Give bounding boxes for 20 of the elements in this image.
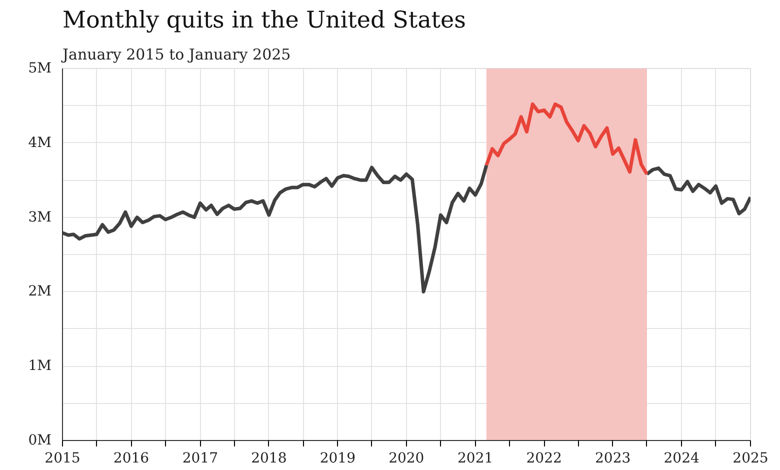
- x-tick-label: 2025: [732, 450, 768, 466]
- y-tick-label: 5M: [28, 60, 52, 76]
- x-tick-label: 2016: [113, 450, 150, 466]
- x-tick-label: 2024: [664, 450, 700, 466]
- chart-subtitle: January 2015 to January 2025: [60, 46, 291, 64]
- y-tick-label: 3M: [28, 209, 52, 226]
- x-tick-label: 2020: [388, 450, 424, 466]
- line-series: [484, 102, 649, 176]
- x-tick-label: 2015: [44, 450, 80, 466]
- y-tick-label: 2M: [28, 284, 52, 300]
- x-tick-label: 2018: [251, 450, 287, 466]
- x-tick-label: 2022: [526, 450, 562, 466]
- x-tick-label: 2021: [458, 450, 494, 466]
- x-tick-label: 2019: [320, 450, 356, 466]
- y-tick-label: 0M: [28, 432, 52, 448]
- y-tick-label: 4M: [28, 134, 52, 151]
- y-tick-label: 1M: [28, 358, 52, 374]
- x-tick-label: 2017: [182, 450, 218, 466]
- chart-title: Monthly quits in the United States: [62, 8, 466, 34]
- x-tick-label: 2023: [595, 450, 631, 466]
